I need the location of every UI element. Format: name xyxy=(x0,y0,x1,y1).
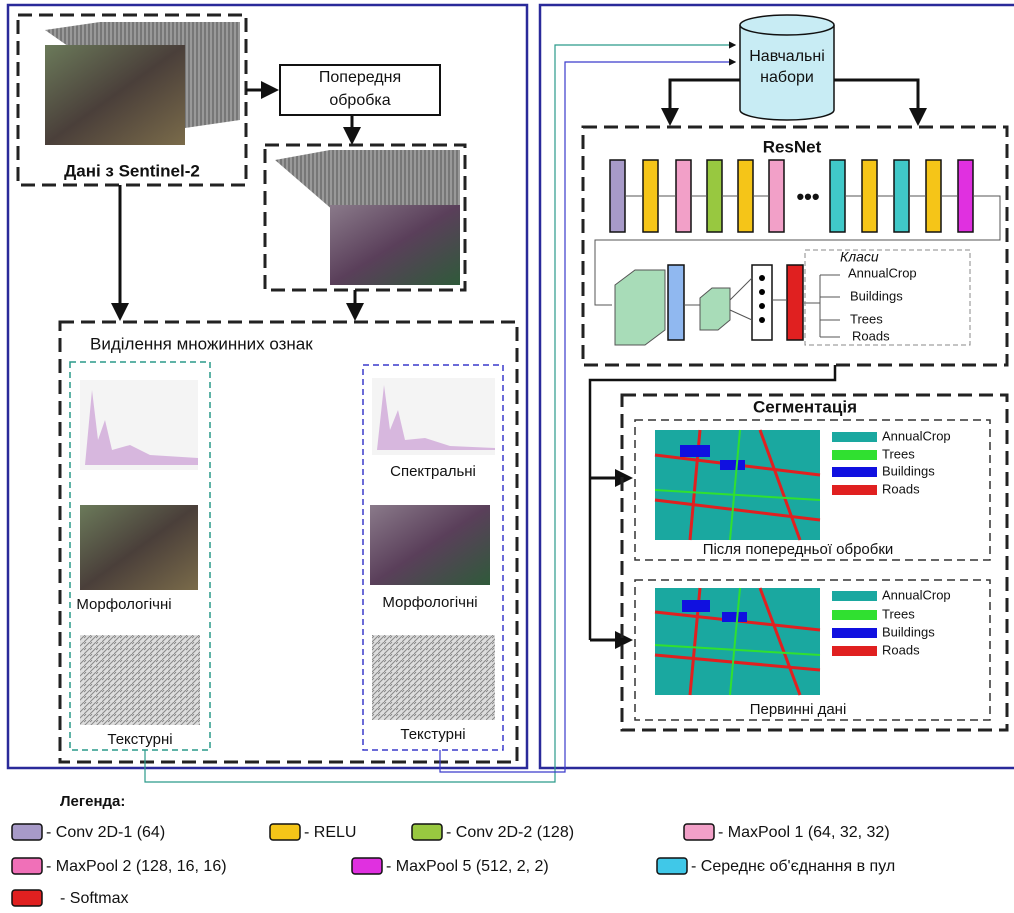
shape xyxy=(759,317,765,323)
class-label: Roads xyxy=(852,328,890,343)
shape xyxy=(12,890,42,906)
shape xyxy=(80,635,200,725)
shape xyxy=(862,160,877,232)
seg-legend: Roads xyxy=(882,481,920,496)
shape xyxy=(832,450,877,460)
preprocessing-line: обробка xyxy=(329,92,390,109)
shape xyxy=(684,824,714,840)
shape xyxy=(832,628,877,638)
shape xyxy=(830,160,845,232)
shape xyxy=(759,275,765,281)
shape xyxy=(668,265,684,340)
shape xyxy=(834,80,918,123)
features-group: Виділення множинних ознак Спектральні Мо… xyxy=(60,322,517,762)
segmentation-title: Сегментація xyxy=(753,397,857,416)
shape xyxy=(832,467,877,477)
shape xyxy=(12,858,42,874)
shape xyxy=(759,303,765,309)
seg-caption: Після попередньої обробки xyxy=(703,541,894,558)
legend-item: - Conv 2D-1 (64) xyxy=(46,824,165,841)
legend-item: - Середнє об'єднання в пул xyxy=(691,858,895,875)
shape xyxy=(832,610,877,620)
shape xyxy=(832,485,877,495)
shape xyxy=(352,858,382,874)
preprocessed-group xyxy=(265,145,465,290)
shape xyxy=(12,824,42,840)
segmentation-group: Сегментація AnnualCrop Trees Buildings R… xyxy=(622,395,1007,730)
source-group: Дані з Sentinel-2 xyxy=(18,15,246,185)
shape xyxy=(738,160,753,232)
shape xyxy=(610,160,625,232)
training-line: Навчальні xyxy=(749,48,825,65)
shape xyxy=(676,160,691,232)
training-line: набори xyxy=(760,69,814,86)
legend-item: - RELU xyxy=(304,824,356,841)
shape xyxy=(926,160,941,232)
legend-item: - MaxPool 5 (512, 2, 2) xyxy=(386,858,549,875)
shape xyxy=(412,824,442,840)
morph-label: Морфологічні xyxy=(76,596,171,613)
shape xyxy=(894,160,909,232)
shape xyxy=(270,824,300,840)
seg-legend: AnnualCrop xyxy=(882,587,951,602)
legend-item: - Conv 2D-2 (128) xyxy=(446,824,574,841)
class-label: AnnualCrop xyxy=(848,265,917,280)
preprocessing-line: Попередня xyxy=(319,69,401,86)
legend-title: Легенда: xyxy=(60,793,125,810)
shape xyxy=(370,505,490,585)
texture-label: Текстурні xyxy=(400,726,465,743)
label: ••• xyxy=(796,184,819,209)
seg-caption: Первинні дані xyxy=(750,701,847,718)
shape xyxy=(615,270,665,345)
texture-label: Текстурні xyxy=(107,731,172,748)
morph-label: Морфологічні xyxy=(382,594,477,611)
shape xyxy=(657,858,687,874)
shape xyxy=(832,591,877,601)
shape xyxy=(958,160,973,232)
seg-legend: Trees xyxy=(882,446,915,461)
shape xyxy=(330,205,460,285)
legend-item: - MaxPool 1 (64, 32, 32) xyxy=(718,824,890,841)
legend: Легенда: - Conv 2D-1 (64) - RELU - Conv … xyxy=(12,793,895,907)
shape xyxy=(832,432,877,442)
diagram: Дані з Sentinel-2 Попередня обробка Виді… xyxy=(0,0,1014,913)
resnet-group: ResNet ••• Класи AnnualCrop Buildings Tr… xyxy=(583,127,1007,365)
seg-legend: Trees xyxy=(882,606,915,621)
legend-item: - Softmax xyxy=(60,890,128,907)
shape xyxy=(707,160,722,232)
source-label: Дані з Sentinel-2 xyxy=(64,161,200,180)
class-label: Trees xyxy=(850,311,883,326)
shape xyxy=(643,160,658,232)
training-cylinder: Навчальні набори xyxy=(740,15,834,120)
shape xyxy=(759,289,765,295)
shape xyxy=(80,505,198,590)
shape xyxy=(769,160,784,232)
features-title: Виділення множинних ознак xyxy=(90,334,313,353)
class-label: Buildings xyxy=(850,288,903,303)
shape xyxy=(787,265,803,340)
shape xyxy=(740,15,834,35)
seg-legend: Roads xyxy=(882,642,920,657)
shape xyxy=(670,80,740,123)
seg-legend: Buildings xyxy=(882,624,935,639)
shape xyxy=(832,646,877,656)
classes-title: Класи xyxy=(840,249,879,265)
shape xyxy=(372,635,495,720)
seg-legend: AnnualCrop xyxy=(882,428,951,443)
seg-legend: Buildings xyxy=(882,463,935,478)
resnet-title: ResNet xyxy=(763,137,822,156)
shape xyxy=(45,45,185,145)
shape xyxy=(700,288,730,330)
spectral-label: Спектральні xyxy=(390,463,476,480)
legend-item: - MaxPool 2 (128, 16, 16) xyxy=(46,858,227,875)
